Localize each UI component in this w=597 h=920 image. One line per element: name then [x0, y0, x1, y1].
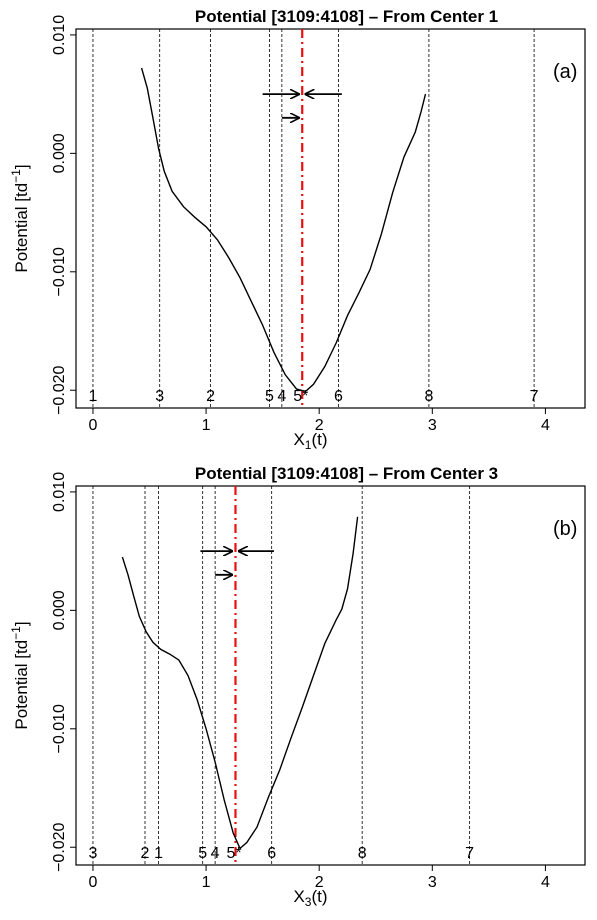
center-label-1: 1 [154, 845, 163, 862]
center-label-6: 6 [334, 388, 343, 405]
y-axis-sup: −1 [9, 626, 23, 640]
x-tick-label: 2 [315, 874, 324, 891]
center-label-7: 7 [465, 845, 474, 862]
y-axis-title: Potential [td−1] [9, 164, 31, 272]
center-label-2: 2 [141, 845, 150, 862]
center-label-8: 8 [424, 388, 433, 405]
center-label-2: 2 [206, 388, 215, 405]
y-axis-tail: ] [12, 164, 31, 169]
panel-a: Potential [3109:4108] – From Center 1 1 3 2… [9, 7, 586, 452]
y-tick-label: −0.010 [51, 704, 68, 753]
x-tick-label: 3 [428, 874, 437, 891]
x-tick-label: 2 [315, 417, 324, 434]
y-tick-label: 0.010 [51, 472, 68, 512]
y-tick-label: 0.000 [51, 133, 68, 173]
y-axis-sup: −1 [9, 169, 23, 183]
y-axis-tail: ] [12, 621, 31, 626]
panel-tag: (b) [553, 518, 577, 540]
x-axis-sub: 3 [305, 895, 312, 909]
x-axis-title: X3(t) [293, 887, 327, 909]
x-axis-sub: 1 [305, 438, 312, 452]
x-axis-main: X [293, 887, 304, 906]
center-label-5*: 5* [293, 388, 308, 405]
panel-b: Potential [3109:4108] – From Center 33 2 1… [9, 464, 586, 909]
x-axis-main: X [293, 430, 304, 449]
x-tick-label: 3 [428, 417, 437, 434]
x-tick-label: 4 [541, 874, 550, 891]
center-label-4: 4 [211, 845, 220, 862]
x-axis-tail: (t) [311, 887, 327, 906]
plot-frame [75, 28, 586, 409]
potential-curve [140, 67, 427, 393]
x-axis-title: X1(t) [293, 430, 327, 452]
y-axis-main: Potential [td [12, 640, 31, 730]
y-tick-label: −0.020 [51, 822, 68, 871]
center-label-1: 1 [89, 388, 98, 405]
panel-tag: (a) [553, 61, 577, 83]
y-axis-main: Potential [td [12, 183, 31, 273]
x-axis-tail: (t) [311, 430, 327, 449]
plot-frame [75, 485, 586, 866]
y-tick-label: 0.010 [51, 15, 68, 55]
x-tick-label: 0 [89, 417, 98, 434]
center-label-4: 4 [277, 388, 286, 405]
x-tick-label: 0 [89, 874, 98, 891]
potential-curve [121, 516, 359, 850]
x-tick-label: 4 [541, 417, 550, 434]
y-tick-label: −0.010 [51, 247, 68, 296]
center-label-3: 3 [89, 845, 98, 862]
y-tick-label: −0.020 [51, 365, 68, 414]
chart-title: Potential [3109:4108] – From Center 1 [195, 7, 498, 26]
center-label-8: 8 [358, 845, 367, 862]
center-label-5: 5 [198, 845, 207, 862]
center-label-5*: 5* [226, 845, 241, 862]
y-axis-title: Potential [td−1] [9, 621, 31, 729]
y-tick-label: 0.000 [51, 590, 68, 630]
x-tick-label: 1 [202, 417, 211, 434]
center-label-6: 6 [267, 845, 276, 862]
x-tick-label: 1 [202, 874, 211, 891]
center-label-7: 7 [530, 388, 539, 405]
center-label-5: 5 [265, 388, 274, 405]
chart-title: Potential [3109:4108] – From Center 3 [195, 464, 498, 483]
center-label-3: 3 [155, 388, 164, 405]
